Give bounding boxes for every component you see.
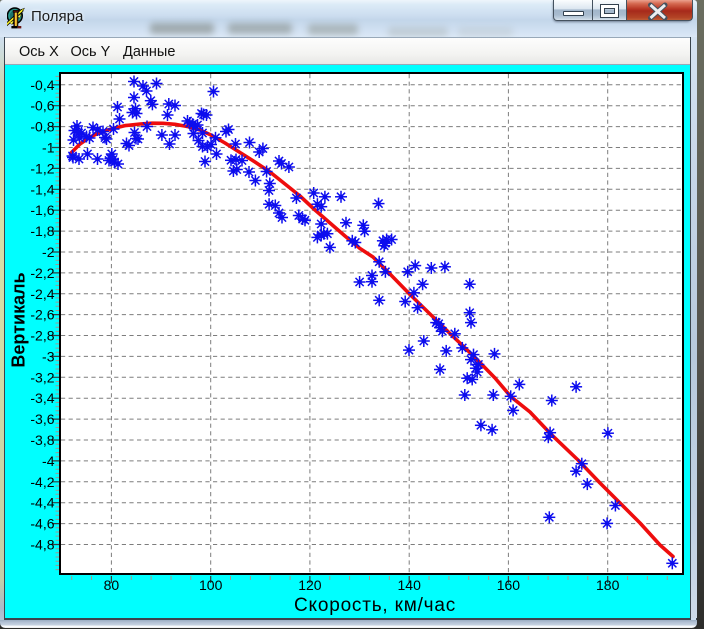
svg-text:Скорость, км/час: Скорость, км/час (294, 595, 456, 616)
svg-text:-3,4: -3,4 (30, 390, 54, 406)
svg-text:-1: -1 (42, 140, 55, 156)
svg-text:-4,6: -4,6 (30, 516, 54, 532)
svg-text:-2: -2 (42, 244, 55, 260)
svg-text:-0,8: -0,8 (30, 119, 54, 135)
svg-text:-3: -3 (42, 348, 55, 364)
svg-text:-1,4: -1,4 (30, 181, 54, 197)
svg-text:120: 120 (298, 577, 322, 593)
svg-text:-0,4: -0,4 (30, 77, 54, 93)
svg-text:-0,6: -0,6 (30, 98, 54, 114)
svg-text:-2,6: -2,6 (30, 307, 54, 323)
svg-text:80: 80 (104, 577, 120, 593)
svg-text:-2,8: -2,8 (30, 328, 54, 344)
svg-text:-1,8: -1,8 (30, 223, 54, 239)
svg-text:-4: -4 (42, 453, 55, 469)
svg-text:-4,8: -4,8 (30, 537, 54, 553)
svg-text:-3,6: -3,6 (30, 411, 54, 427)
svg-text:180: 180 (596, 577, 620, 593)
svg-text:-2,2: -2,2 (30, 265, 54, 281)
svg-text:-4,4: -4,4 (30, 495, 54, 511)
svg-text:-1,6: -1,6 (30, 202, 54, 218)
svg-text:100: 100 (199, 577, 223, 593)
svg-text:-1,2: -1,2 (30, 160, 54, 176)
svg-text:140: 140 (398, 577, 422, 593)
svg-text:160: 160 (497, 577, 521, 593)
svg-text:Вертикаль: Вертикаль (9, 272, 29, 367)
svg-text:-3,2: -3,2 (30, 369, 54, 385)
svg-text:-2,4: -2,4 (30, 286, 54, 302)
svg-text:-4,2: -4,2 (30, 474, 54, 490)
svg-text:-3,8: -3,8 (30, 432, 54, 448)
